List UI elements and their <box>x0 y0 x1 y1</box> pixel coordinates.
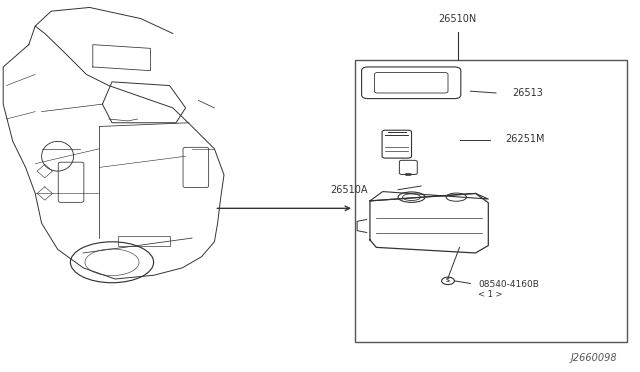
Text: < 1 >: < 1 > <box>478 291 502 299</box>
Bar <box>118 236 170 246</box>
Text: 26510A: 26510A <box>330 185 368 195</box>
Text: 26510N: 26510N <box>438 14 477 24</box>
Bar <box>355 60 627 342</box>
Text: 26513: 26513 <box>512 88 543 98</box>
Text: 26251M: 26251M <box>506 135 545 144</box>
Text: 08540-4160B: 08540-4160B <box>478 280 539 289</box>
Text: S: S <box>446 278 450 283</box>
Text: J2660098: J2660098 <box>571 353 618 363</box>
